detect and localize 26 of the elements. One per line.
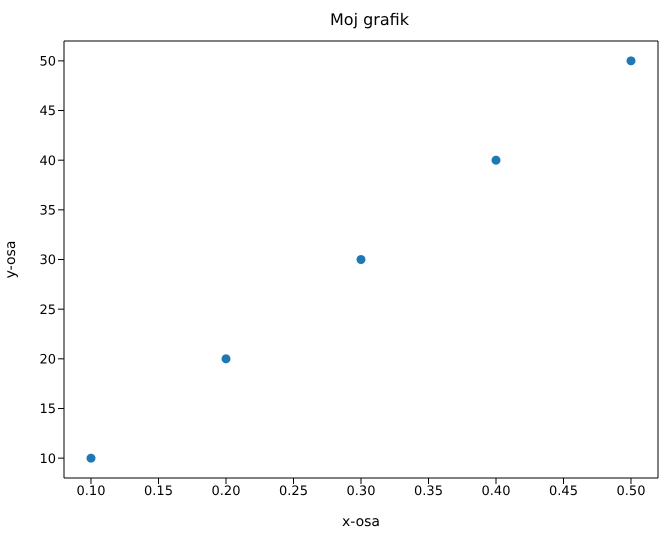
- y-tick-label: 25: [39, 302, 56, 318]
- x-tick-label: 0.10: [76, 484, 106, 500]
- y-axis-title: y-osa: [2, 240, 19, 278]
- y-tick-label: 10: [39, 452, 56, 467]
- x-tick-label: 0.45: [549, 484, 578, 500]
- x-tick-label: 0.35: [414, 484, 443, 500]
- y-tick-label: 45: [39, 104, 56, 120]
- y-tick-label: 40: [39, 154, 56, 169]
- y-tick-label: 30: [39, 253, 56, 268]
- x-tick-label: 0.50: [616, 484, 646, 500]
- chart-title: Moj grafik: [328, 10, 410, 29]
- y-tick-label: 50: [39, 54, 56, 70]
- point: [491, 156, 501, 165]
- y-tick-label: 35: [39, 203, 56, 218]
- y-tick-label: 20: [39, 352, 56, 368]
- point: [626, 56, 636, 66]
- x-tick-label: 0.40: [482, 484, 510, 500]
- point: [86, 454, 96, 463]
- x-tick-label: 0.15: [144, 484, 173, 500]
- x-axis-title: x-osa: [342, 514, 380, 530]
- x-tick-label: 0.25: [279, 484, 308, 500]
- y-tick-label: 15: [39, 402, 56, 418]
- point: [356, 254, 366, 264]
- x-tick-label: 0.20: [212, 484, 240, 500]
- point: [221, 354, 231, 364]
- x-tick-label: 0.30: [346, 484, 376, 500]
